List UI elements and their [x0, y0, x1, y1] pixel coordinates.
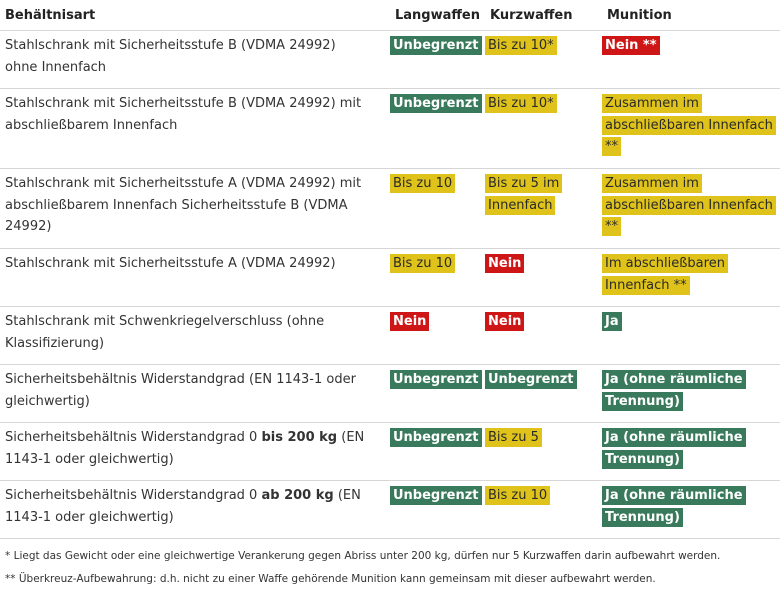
status-badge: Unbegrenzt	[390, 428, 482, 447]
row-description: Stahlschrank mit Sicherheitsstufe A (VDM…	[0, 248, 390, 307]
table-header-row: Behältnisart Langwaffen Kurzwaffen Munit…	[0, 0, 780, 31]
status-badge: Im abschließbaren Innenfach **	[602, 254, 728, 295]
status-badge: Unbegrenzt	[390, 486, 482, 505]
header-behaeltnisart: Behältnisart	[5, 7, 96, 23]
status-badge: Bis zu 10	[485, 486, 551, 505]
status-badge: Zusammen im abschließbaren Innenfach **	[602, 174, 776, 236]
description-text: (EN 1143-1 oder gleichwertig)	[5, 430, 365, 467]
status-badge: Nein	[485, 254, 525, 273]
status-badge: Bis zu 10	[390, 254, 456, 273]
table-row: Stahlschrank mit Sicherheitsstufe B (VDM…	[0, 30, 780, 89]
status-badge: Nein	[485, 312, 525, 331]
table-row: Sicherheitsbehältnis Widerstandgrad 0 ab…	[0, 480, 780, 539]
footnote-single-asterisk: * Liegt das Gewicht oder eine gleichwert…	[5, 550, 721, 562]
table-row: Sicherheitsbehältnis Widerstandgrad (EN …	[0, 364, 780, 423]
status-badge: Unbegrenzt	[390, 370, 482, 389]
status-badge: Nein **	[602, 36, 660, 55]
footnotes: * Liegt das Gewicht oder eine gleichwert…	[5, 545, 720, 591]
status-badge: Bis zu 10*	[485, 94, 557, 113]
header-langwaffen: Langwaffen	[395, 7, 481, 23]
status-badge: Ja	[602, 312, 622, 331]
status-badge: Nein	[390, 312, 430, 331]
header-kurzwaffen: Kurzwaffen	[490, 7, 573, 23]
status-badge: Unbegrenzt	[485, 370, 577, 389]
header-munition: Munition	[607, 7, 672, 23]
row-description: Stahlschrank mit Sicherheitsstufe A (VDM…	[0, 168, 390, 249]
status-badge: Bis zu 5	[485, 428, 542, 447]
storage-table: Behältnisart Langwaffen Kurzwaffen Munit…	[0, 0, 780, 539]
table-row: Stahlschrank mit Schwenkriegelverschluss…	[0, 306, 780, 365]
row-description: Stahlschrank mit Schwenkriegelverschluss…	[0, 306, 390, 365]
table-row: Stahlschrank mit Sicherheitsstufe B (VDM…	[0, 88, 780, 169]
status-badge: Zusammen im abschließbaren Innenfach **	[602, 94, 776, 156]
status-badge: Bis zu 10*	[485, 36, 557, 55]
status-badge: Unbegrenzt	[390, 94, 482, 113]
table-row: Sicherheitsbehältnis Widerstandgrad 0 bi…	[0, 422, 780, 481]
status-badge: Bis zu 10	[390, 174, 456, 193]
status-badge: Ja (ohne räumliche Trennung)	[602, 370, 746, 411]
status-badge: Unbegrenzt	[390, 36, 482, 55]
row-description: Sicherheitsbehältnis Widerstandgrad 0 bi…	[0, 422, 390, 481]
description-weight: ab 200 kg	[261, 488, 334, 503]
footnote-double-asterisk: ** Überkreuz-Aufbewahrung: d.h. nicht zu…	[5, 573, 656, 585]
row-description: Sicherheitsbehältnis Widerstandgrad (EN …	[0, 364, 390, 423]
row-description: Stahlschrank mit Sicherheitsstufe B (VDM…	[0, 30, 390, 89]
status-badge: Ja (ohne räumliche Trennung)	[602, 428, 746, 469]
table-row: Stahlschrank mit Sicherheitsstufe A (VDM…	[0, 168, 780, 249]
row-description: Sicherheitsbehältnis Widerstandgrad 0 ab…	[0, 480, 390, 539]
description-text: Sicherheitsbehältnis Widerstandgrad 0	[5, 430, 262, 445]
description-text: (EN 1143-1 oder gleichwertig)	[5, 488, 361, 525]
table-row: Stahlschrank mit Sicherheitsstufe A (VDM…	[0, 248, 780, 307]
row-description: Stahlschrank mit Sicherheitsstufe B (VDM…	[0, 88, 390, 169]
status-badge: Ja (ohne räumliche Trennung)	[602, 486, 746, 527]
description-text: Sicherheitsbehältnis Widerstandgrad 0	[5, 488, 262, 503]
status-badge: Bis zu 5 im Innenfach	[485, 174, 563, 215]
description-weight: bis 200 kg	[261, 430, 338, 445]
